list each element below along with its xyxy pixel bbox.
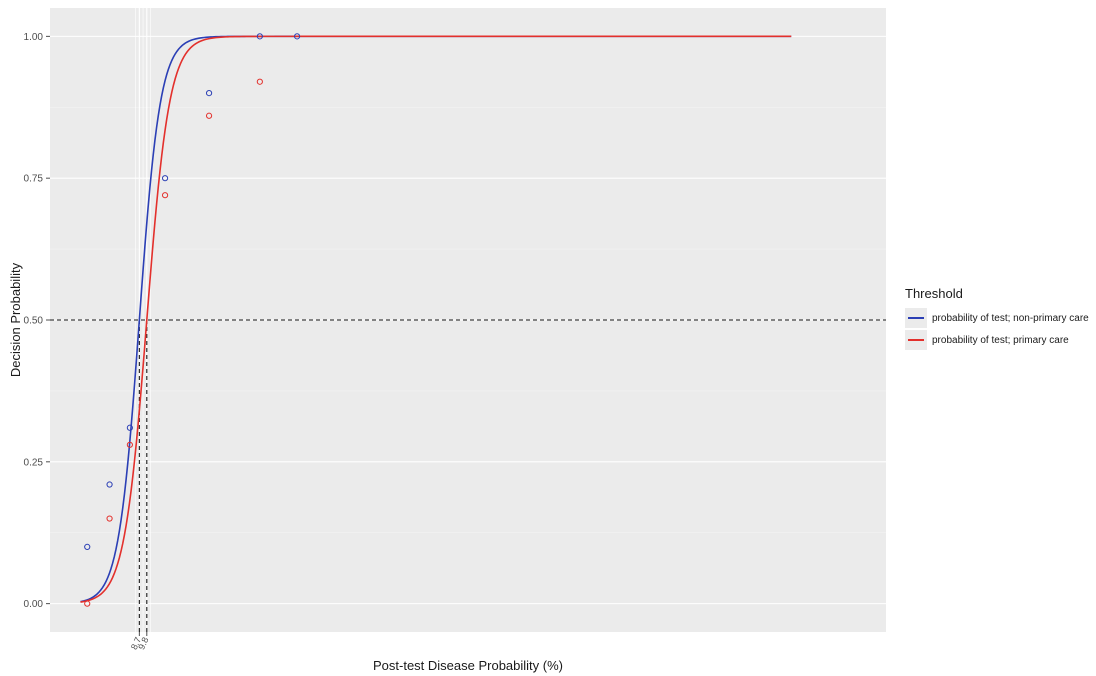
threshold-reference-lines bbox=[50, 319, 886, 632]
data-point bbox=[256, 33, 263, 40]
data-point bbox=[205, 89, 213, 97]
y-tick-label: 0.00 bbox=[24, 599, 44, 610]
legend-key bbox=[905, 330, 927, 350]
legend: Threshold probability of test; non-prima… bbox=[905, 286, 1089, 351]
y-axis: 0.00 0.25 0.50 0.75 1.00 bbox=[24, 32, 50, 610]
legend-label: probability of test; primary care bbox=[932, 334, 1069, 346]
x-axis: 8.79.8 bbox=[129, 632, 151, 651]
data-point bbox=[161, 175, 169, 182]
data-points bbox=[84, 33, 301, 607]
minor-gridlines bbox=[50, 106, 886, 534]
data-point bbox=[293, 33, 301, 40]
fitted-curves bbox=[80, 35, 792, 603]
data-point bbox=[106, 515, 113, 522]
data-point bbox=[126, 441, 133, 448]
data-point bbox=[84, 600, 91, 607]
legend-swatch bbox=[908, 317, 924, 319]
legend-title: Threshold bbox=[905, 286, 963, 301]
x-axis-title: Post-test Disease Probability (%) bbox=[373, 658, 563, 673]
legend-key bbox=[905, 308, 927, 328]
y-tick-label: 0.25 bbox=[24, 457, 44, 468]
x-tick-label: 9.8 bbox=[136, 636, 150, 652]
legend-item-non-primary-care: probability of test; non-primary care bbox=[905, 307, 1089, 329]
y-tick-label: 0.75 bbox=[24, 174, 44, 185]
curve-series-1 bbox=[80, 35, 792, 603]
data-point bbox=[84, 543, 91, 551]
data-point bbox=[126, 424, 133, 431]
data-point bbox=[106, 481, 113, 488]
data-point bbox=[161, 192, 169, 199]
legend-swatch bbox=[908, 339, 924, 341]
y-tick-label: 1.00 bbox=[24, 32, 44, 43]
y-axis-title: Decision Probability bbox=[8, 262, 23, 377]
data-point bbox=[256, 78, 263, 85]
legend-label: probability of test; non-primary care bbox=[932, 312, 1089, 324]
y-tick-label: 0.50 bbox=[24, 316, 44, 327]
legend-item-primary-care: probability of test; primary care bbox=[905, 329, 1089, 351]
data-point bbox=[205, 112, 213, 119]
x-tick-label: 8.7 bbox=[129, 636, 143, 652]
